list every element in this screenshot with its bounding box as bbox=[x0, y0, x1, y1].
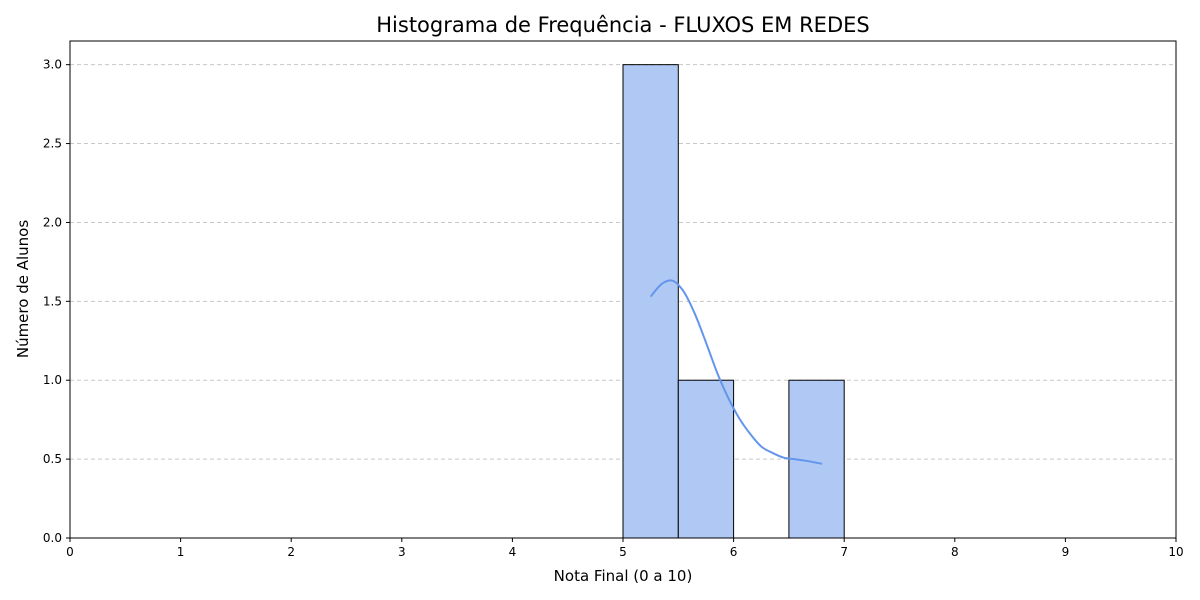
y-tick-label: 3.0 bbox=[43, 58, 62, 72]
histogram-bar bbox=[622, 64, 679, 539]
x-tick-label: 9 bbox=[1062, 545, 1070, 559]
x-tick-label: 5 bbox=[619, 545, 627, 559]
histogram-bar bbox=[677, 379, 735, 539]
x-tick-label: 3 bbox=[398, 545, 406, 559]
kde-line bbox=[649, 279, 823, 465]
x-axis-label: Nota Final (0 a 10) bbox=[554, 567, 693, 585]
x-tick-label: 2 bbox=[287, 545, 295, 559]
y-axis-label: Número de Alunos bbox=[14, 220, 32, 358]
y-axis-ticks: 0.0 0.5 1.0 1.5 2.0 2.5 3.0 bbox=[43, 58, 70, 545]
x-tick-label: 8 bbox=[951, 545, 959, 559]
x-tick-label: 10 bbox=[1168, 545, 1183, 559]
histogram-bars bbox=[622, 64, 845, 539]
x-tick-label: 6 bbox=[730, 545, 738, 559]
y-tick-label: 1.5 bbox=[43, 294, 62, 308]
y-tick-label: 1.0 bbox=[43, 373, 62, 387]
y-tick-label: 0.0 bbox=[43, 531, 62, 545]
x-tick-label: 4 bbox=[509, 545, 517, 559]
y-tick-label: 2.5 bbox=[43, 137, 62, 151]
x-tick-label: 0 bbox=[66, 545, 74, 559]
y-tick-label: 0.5 bbox=[43, 452, 62, 466]
x-axis-ticks: 0 1 2 3 4 5 6 7 8 9 10 bbox=[66, 538, 1184, 559]
kde-curve-group bbox=[649, 279, 823, 465]
x-tick-label: 7 bbox=[840, 545, 848, 559]
y-tick-label: 2.0 bbox=[43, 215, 62, 229]
x-tick-label: 1 bbox=[177, 545, 185, 559]
chart-title: Histograma de Frequência - FLUXOS EM RED… bbox=[376, 13, 869, 37]
